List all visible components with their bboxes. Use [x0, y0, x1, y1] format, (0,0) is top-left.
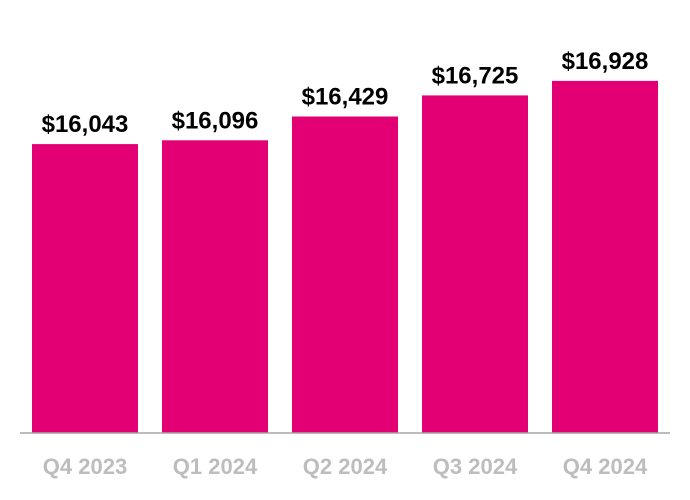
data-label-q4-2023: $16,043 [42, 111, 129, 138]
bar-q1-2024 [162, 140, 268, 434]
bar-q4-2024 [552, 80, 658, 434]
bar-q4-2023 [32, 144, 138, 433]
x-tick-label-q2-2024: Q2 2024 [303, 454, 388, 479]
x-tick-labels-group: Q4 2023 Q1 2024 Q2 2024 Q3 2024 Q4 2024 [43, 454, 648, 479]
data-label-q1-2024: $16,096 [172, 107, 259, 134]
value-labels-group: $16,043 $16,096 $16,429 $16,725 $16,928 [42, 48, 649, 138]
x-tick-label-q4-2024: Q4 2024 [563, 454, 648, 479]
bar-q2-2024 [292, 116, 398, 433]
x-tick-label-q4-2023: Q4 2023 [43, 454, 127, 479]
x-tick-label-q3-2024: Q3 2024 [433, 454, 518, 479]
bars-group [32, 80, 658, 434]
x-tick-label-q1-2024: Q1 2024 [173, 454, 258, 479]
data-label-q4-2024: $16,928 [562, 48, 649, 75]
data-label-q2-2024: $16,429 [302, 84, 389, 111]
data-label-q3-2024: $16,725 [432, 62, 519, 89]
bar-q3-2024 [422, 95, 528, 434]
